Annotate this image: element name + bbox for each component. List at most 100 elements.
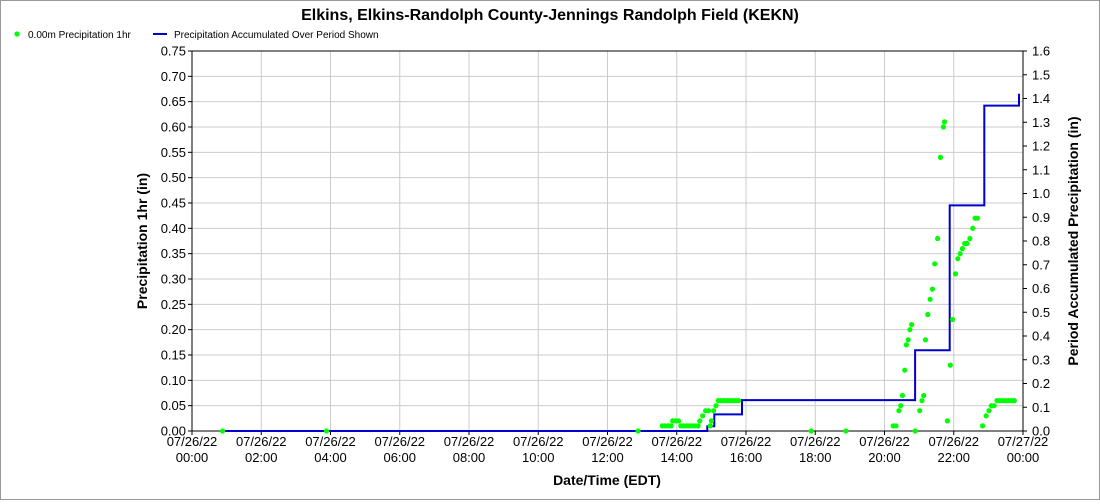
y2-tick-label: 0.1	[1032, 400, 1050, 415]
chart-title: Elkins, Elkins-Randolph County-Jennings …	[301, 7, 799, 24]
precip-point	[925, 311, 931, 318]
precip-point	[964, 240, 970, 247]
x-tick-time: 14:00	[660, 450, 693, 465]
precip-point	[898, 403, 904, 409]
x-tick-time: 20:00	[868, 450, 901, 465]
precip-point	[955, 256, 961, 262]
y2-tick-label: 1.5	[1032, 67, 1050, 82]
x-tick-date: 07/26/22	[513, 434, 564, 449]
precip-point	[932, 261, 938, 267]
y-axis-left: 0.00 0.05 0.10 0.15 0.20 0.25 0.30 0.35 0.40 0.45…	[161, 44, 192, 439]
precip-point	[967, 235, 973, 242]
precip-point	[843, 428, 849, 434]
precip-point	[986, 408, 992, 414]
x-axis-title: Date/Time (EDT)	[553, 472, 661, 488]
legend: 0.00m Precipitation 1hr Precipitation Ac…	[14, 30, 379, 41]
x-tick-date: 07/26/22	[721, 434, 772, 449]
precip-point	[675, 418, 682, 424]
y-tick-label: 0.35	[161, 246, 186, 261]
precip-point	[927, 296, 933, 302]
precip-point	[935, 235, 941, 242]
y2-tick-label: 1.2	[1032, 139, 1050, 154]
y2-tick-label: 0.8	[1032, 234, 1050, 249]
precip-point	[957, 251, 963, 257]
y2-tick-label: 0.3	[1032, 352, 1050, 367]
precip-point	[941, 119, 948, 125]
precip-point	[896, 408, 902, 414]
x-tick-time: 16:00	[730, 450, 763, 465]
precip-point	[668, 423, 674, 429]
x-tick-time: 00:00	[1007, 450, 1040, 465]
y-tick-label: 0.20	[161, 322, 186, 337]
precip-point	[905, 337, 911, 343]
precip-point	[919, 398, 925, 404]
x-tick-date: 07/26/22	[236, 434, 287, 449]
precip-point	[959, 246, 966, 252]
legend-precip-1hr-label: 0.00m Precipitation 1hr	[28, 30, 132, 41]
y2-tick-label: 0.7	[1032, 257, 1050, 272]
x-tick-date: 07/27/22	[998, 434, 1049, 449]
legend-accumulated-label: Precipitation Accumulated Over Period Sh…	[174, 30, 379, 41]
y-axis-right: 0.0 0.1 0.2 0.3 0.4 0.5 0.6 0.7 0.8 0.9 1.0 1.1 1.2 1…	[1023, 44, 1050, 439]
x-axis: 07/26/2200:0007/26/2202:0007/26/2204:000…	[167, 431, 1049, 465]
precip-point	[950, 316, 956, 323]
precip-1hr-series	[220, 119, 1017, 434]
precip-point	[695, 423, 701, 429]
precip-point	[921, 392, 927, 399]
y-tick-label: 0.60	[161, 120, 186, 135]
y2-tick-label: 1.0	[1032, 186, 1050, 201]
precip-point	[708, 418, 715, 424]
y-tick-label: 0.40	[161, 221, 186, 236]
precip-point	[974, 215, 981, 221]
y-tick-label: 0.25	[161, 297, 186, 312]
precip-point	[907, 327, 913, 333]
precip-point	[937, 154, 944, 160]
precip-point	[735, 398, 742, 404]
y-axis-right-title: Period Accumulated Precipitation (in)	[1065, 116, 1081, 365]
y2-tick-label: 1.6	[1032, 44, 1050, 59]
y2-tick-label: 0.4	[1032, 329, 1050, 344]
y-tick-label: 0.10	[161, 373, 186, 388]
x-tick-date: 07/26/22	[167, 434, 218, 449]
precip-point	[922, 337, 929, 343]
precip-point	[707, 423, 713, 429]
legend-precip-1hr-marker	[14, 31, 20, 37]
y-tick-label: 0.15	[161, 348, 186, 363]
precip-point	[991, 403, 997, 409]
precip-point	[899, 392, 906, 399]
precip-point	[917, 408, 923, 414]
y-tick-label: 0.45	[161, 196, 186, 211]
precip-point	[635, 428, 641, 434]
y2-tick-label: 0.2	[1032, 376, 1050, 391]
x-tick-date: 07/26/22	[444, 434, 495, 449]
y-tick-label: 0.30	[161, 272, 186, 287]
x-tick-time: 02:00	[245, 450, 278, 465]
precip-point	[980, 423, 986, 429]
y2-tick-label: 1.1	[1032, 162, 1050, 177]
x-tick-time: 04:00	[314, 450, 347, 465]
x-tick-date: 07/26/22	[790, 434, 841, 449]
x-tick-date: 07/26/22	[928, 434, 979, 449]
y2-tick-label: 0.5	[1032, 305, 1050, 320]
x-tick-time: 06:00	[383, 450, 416, 465]
precip-point	[705, 408, 712, 414]
precip-point	[1011, 398, 1017, 404]
precip-point	[947, 362, 953, 368]
x-tick-time: 12:00	[591, 450, 624, 465]
precip-point	[940, 124, 947, 130]
y-tick-label: 0.75	[161, 44, 186, 59]
precip-point	[697, 418, 703, 424]
y-tick-label: 0.55	[161, 145, 186, 160]
grid	[191, 50, 1024, 432]
x-tick-date: 07/26/22	[859, 434, 910, 449]
y-axis-left-title: Precipitation 1hr (in)	[134, 173, 150, 309]
y2-tick-label: 0.9	[1032, 210, 1050, 225]
precip-point	[983, 413, 989, 419]
y2-tick-label: 0.0	[1032, 424, 1050, 439]
precip-point	[944, 418, 951, 424]
x-tick-date: 07/26/22	[374, 434, 425, 449]
precip-point	[323, 428, 330, 434]
x-tick-time: 08:00	[453, 450, 486, 465]
